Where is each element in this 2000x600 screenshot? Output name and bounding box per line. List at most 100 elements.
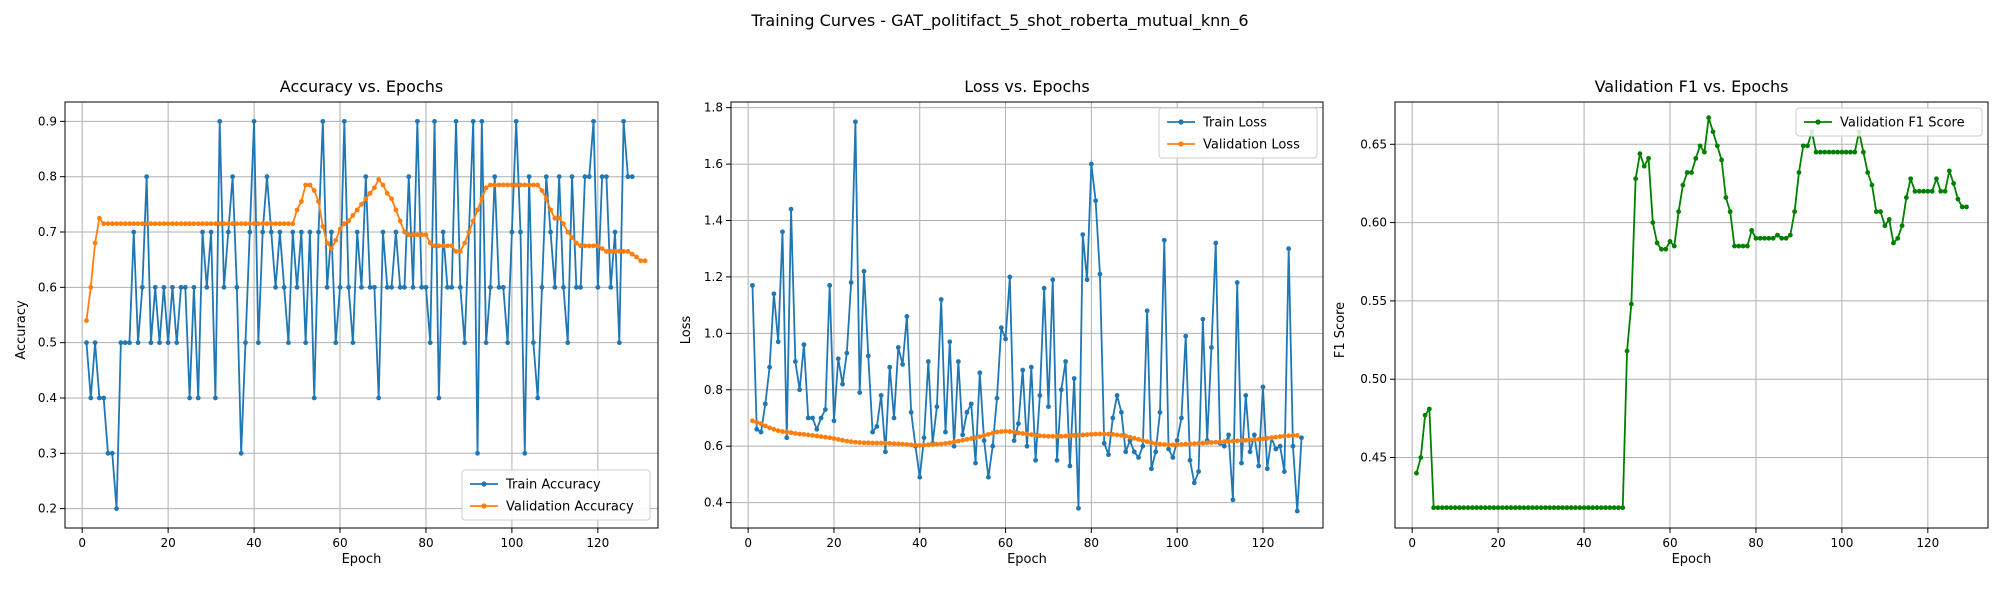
f1-data-point — [1946, 168, 1952, 174]
accuracy-data-point — [604, 174, 609, 180]
f1-data-point — [1779, 235, 1785, 241]
loss-data-point — [861, 440, 867, 446]
accuracy-data-point — [492, 174, 498, 180]
f1-data-point — [1431, 505, 1437, 511]
f1-data-point — [1680, 182, 1686, 188]
accuracy-data-point — [213, 221, 218, 227]
loss-data-point — [1230, 497, 1236, 503]
loss-data-point — [835, 356, 841, 362]
loss-data-point — [1003, 336, 1008, 342]
f1-data-point — [1843, 149, 1849, 155]
f1-data-point — [1581, 505, 1587, 511]
accuracy-data-point — [539, 284, 545, 290]
loss-data-point — [1226, 438, 1232, 444]
f1-data-point — [1418, 455, 1424, 460]
loss-data-point — [857, 440, 863, 445]
loss-data-point — [1058, 433, 1064, 439]
loss-plot: Loss vs. Epochs Epoch Loss 0 20 40 60 80 100 1… — [679, 77, 1324, 567]
f1-data-point — [1611, 505, 1617, 511]
loss-data-point — [857, 390, 863, 395]
f1-data-point — [1787, 232, 1793, 238]
accuracy-data-point — [427, 340, 433, 346]
accuracy-data-point — [586, 174, 592, 180]
loss-data-point — [1041, 285, 1047, 291]
accuracy-data-point — [286, 221, 291, 227]
loss-data-point — [784, 429, 790, 435]
loss-data-point — [1088, 431, 1094, 437]
loss-data-point — [977, 370, 983, 376]
accuracy-data-point — [513, 118, 519, 124]
accuracy-data-point — [457, 248, 463, 254]
accuracy-data-point — [320, 118, 326, 124]
loss-data-point — [1247, 449, 1253, 455]
loss-data-point — [814, 433, 820, 439]
accuracy-data-point — [346, 284, 352, 290]
loss-data-point — [801, 431, 807, 437]
f1-data-point — [1573, 505, 1578, 511]
accuracy-data-point — [582, 174, 588, 180]
accuracy-data-point — [380, 229, 386, 235]
accuracy-data-point — [251, 118, 257, 124]
accuracy-y-tick-label: 0.5 — [38, 336, 57, 350]
accuracy-data-point — [324, 240, 330, 246]
f1-data-point — [1882, 223, 1888, 229]
accuracy-data-point — [84, 340, 89, 346]
f1-x-tick-label: 40 — [1576, 536, 1591, 550]
f1-data-point — [1757, 235, 1763, 241]
loss-y-tick-label: 0.8 — [704, 383, 723, 397]
f1-data-point — [1684, 170, 1690, 175]
accuracy-data-point — [152, 221, 158, 227]
loss-data-point — [827, 282, 833, 288]
loss-data-point — [1230, 438, 1236, 444]
accuracy-data-point — [445, 243, 450, 249]
accuracy-data-point — [191, 284, 197, 290]
accuracy-data-point — [543, 196, 549, 202]
accuracy-legend-label: Train Accuracy — [505, 478, 601, 493]
loss-data-point — [1187, 457, 1193, 463]
accuracy-data-point — [268, 229, 274, 235]
loss-y-tick-label: 0.4 — [704, 496, 723, 510]
accuracy-data-point — [629, 251, 635, 257]
f1-data-point — [1783, 235, 1789, 241]
accuracy-data-point — [290, 229, 296, 235]
loss-data-point — [1140, 443, 1146, 449]
loss-data-point — [955, 438, 961, 444]
loss-data-point — [1093, 198, 1099, 204]
loss-data-point — [895, 441, 901, 447]
accuracy-data-point — [139, 284, 145, 290]
accuracy-data-point — [423, 284, 429, 290]
accuracy-data-point — [462, 340, 468, 346]
f1-axes-frame — [1394, 101, 1989, 529]
f1-data-point — [1491, 505, 1497, 511]
accuracy-data-point — [316, 229, 321, 235]
accuracy-data-point — [518, 229, 523, 235]
f1-data-point — [1762, 235, 1767, 241]
loss-legend-label: Train Loss — [1202, 116, 1267, 131]
f1-data-point — [1641, 163, 1647, 169]
loss-data-point — [1286, 246, 1292, 252]
loss-data-point — [990, 443, 996, 449]
accuracy-data-point — [526, 182, 532, 188]
accuracy-data-point — [157, 340, 162, 346]
accuracy-data-point — [367, 284, 373, 290]
accuracy-data-point — [260, 229, 266, 235]
loss-data-point — [960, 432, 966, 438]
loss-legend: Train Loss Validation Loss — [1158, 107, 1318, 159]
loss-data-point — [891, 415, 897, 421]
accuracy-data-point — [363, 196, 369, 202]
f1-data-point — [1577, 505, 1583, 511]
loss-data-point — [1191, 480, 1197, 486]
f1-data-point — [1474, 505, 1480, 511]
f1-data-point — [1805, 143, 1810, 149]
f1-data-point — [1693, 155, 1699, 161]
f1-data-point — [1723, 195, 1729, 200]
accuracy-data-point — [92, 340, 98, 346]
f1-data-point — [1444, 505, 1449, 511]
accuracy-data-point — [217, 118, 223, 124]
loss-data-point — [1041, 433, 1047, 439]
accuracy-data-point — [337, 284, 343, 290]
loss-data-point — [1071, 376, 1077, 381]
accuracy-data-point — [492, 182, 498, 188]
accuracy-data-point — [234, 284, 240, 290]
accuracy-data-point — [393, 229, 399, 235]
